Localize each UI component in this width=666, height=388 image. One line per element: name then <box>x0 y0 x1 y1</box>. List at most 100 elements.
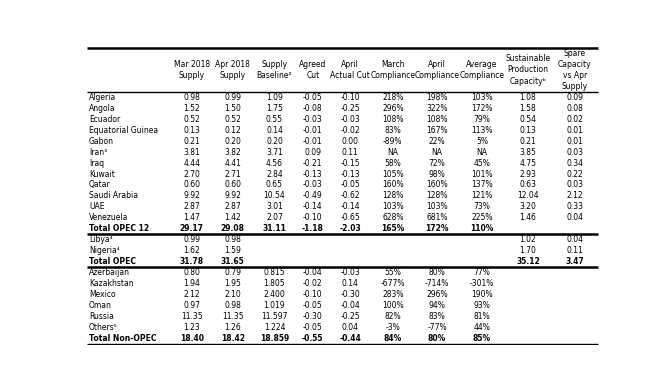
Text: -301%: -301% <box>470 279 494 288</box>
Text: 1.47: 1.47 <box>183 213 200 222</box>
Text: -0.01: -0.01 <box>303 126 322 135</box>
Text: 0.99: 0.99 <box>224 93 241 102</box>
Text: Saudi Arabia: Saudi Arabia <box>89 191 138 201</box>
Text: 0.11: 0.11 <box>566 246 583 255</box>
Text: 93%: 93% <box>474 301 490 310</box>
Text: Iraq: Iraq <box>89 159 104 168</box>
Text: 0.98: 0.98 <box>183 93 200 102</box>
Text: 137%: 137% <box>471 180 493 189</box>
Text: 0.09: 0.09 <box>566 93 583 102</box>
Text: 2.12: 2.12 <box>567 191 583 201</box>
Text: 0.98: 0.98 <box>224 301 241 310</box>
Text: 31.78: 31.78 <box>180 257 204 266</box>
Text: 1.95: 1.95 <box>224 279 241 288</box>
Text: 190%: 190% <box>471 290 493 299</box>
Text: Total OPEC 12: Total OPEC 12 <box>89 224 149 233</box>
Text: 0.20: 0.20 <box>266 137 283 146</box>
Text: -0.44: -0.44 <box>340 334 361 343</box>
Text: 0.14: 0.14 <box>266 126 283 135</box>
Text: 1.52: 1.52 <box>183 104 200 113</box>
Text: -89%: -89% <box>383 137 402 146</box>
Text: 0.54: 0.54 <box>519 115 537 124</box>
Text: Gabon: Gabon <box>89 137 114 146</box>
Text: Total OPEC: Total OPEC <box>89 257 136 266</box>
Text: 3.71: 3.71 <box>266 147 283 157</box>
Text: -0.08: -0.08 <box>303 104 322 113</box>
Text: 81%: 81% <box>474 312 490 321</box>
Text: 128%: 128% <box>426 191 448 201</box>
Text: NA: NA <box>476 147 488 157</box>
Text: 101%: 101% <box>472 170 493 178</box>
Text: 0.02: 0.02 <box>566 115 583 124</box>
Text: Venezuela: Venezuela <box>89 213 129 222</box>
Text: 0.22: 0.22 <box>566 170 583 178</box>
Text: Russia: Russia <box>89 312 114 321</box>
Text: 83%: 83% <box>384 126 401 135</box>
Text: 0.52: 0.52 <box>183 115 200 124</box>
Text: 80%: 80% <box>428 334 446 343</box>
Text: 0.01: 0.01 <box>566 126 583 135</box>
Text: 9.92: 9.92 <box>224 191 241 201</box>
Text: 0.55: 0.55 <box>266 115 283 124</box>
Text: Mar 2018
Supply: Mar 2018 Supply <box>174 60 210 80</box>
Text: Nigeria⁴: Nigeria⁴ <box>89 246 120 255</box>
Text: 2.400: 2.400 <box>264 290 285 299</box>
Text: 3.47: 3.47 <box>565 257 584 266</box>
Text: 103%: 103% <box>426 203 448 211</box>
Text: 0.13: 0.13 <box>519 126 536 135</box>
Text: 2.07: 2.07 <box>266 213 283 222</box>
Text: March
Compliance: March Compliance <box>370 60 416 80</box>
Text: Others⁵: Others⁵ <box>89 323 118 332</box>
Text: 0.33: 0.33 <box>566 203 583 211</box>
Text: 0.09: 0.09 <box>304 147 321 157</box>
Text: Azerbaijan: Azerbaijan <box>89 268 130 277</box>
Text: 108%: 108% <box>382 115 404 124</box>
Text: -0.10: -0.10 <box>303 213 322 222</box>
Text: 98%: 98% <box>429 170 446 178</box>
Text: 167%: 167% <box>426 126 448 135</box>
Text: 0.13: 0.13 <box>183 126 200 135</box>
Text: 105%: 105% <box>382 170 404 178</box>
Text: 12.04: 12.04 <box>517 191 539 201</box>
Text: 9.92: 9.92 <box>183 191 200 201</box>
Text: -0.30: -0.30 <box>303 312 322 321</box>
Text: 0.21: 0.21 <box>519 137 536 146</box>
Text: -0.01: -0.01 <box>303 137 322 146</box>
Text: 2.12: 2.12 <box>184 290 200 299</box>
Text: -0.10: -0.10 <box>303 290 322 299</box>
Text: 11.35: 11.35 <box>181 312 202 321</box>
Text: Spare
Capacity
vs Apr
Supply: Spare Capacity vs Apr Supply <box>558 49 591 91</box>
Text: -0.21: -0.21 <box>303 159 322 168</box>
Text: 1.94: 1.94 <box>183 279 200 288</box>
Text: Ecuador: Ecuador <box>89 115 120 124</box>
Text: 1.019: 1.019 <box>264 301 285 310</box>
Text: 29.08: 29.08 <box>220 224 244 233</box>
Text: 0.00: 0.00 <box>342 137 359 146</box>
Text: 11.35: 11.35 <box>222 312 244 321</box>
Text: April
Actual Cut: April Actual Cut <box>330 60 370 80</box>
Text: 82%: 82% <box>384 312 401 321</box>
Text: 110%: 110% <box>470 224 494 233</box>
Text: -0.55: -0.55 <box>302 334 324 343</box>
Text: 0.815: 0.815 <box>264 268 285 277</box>
Text: 0.01: 0.01 <box>566 137 583 146</box>
Text: NA: NA <box>432 147 443 157</box>
Text: April
Compliance: April Compliance <box>415 60 460 80</box>
Text: 84%: 84% <box>384 334 402 343</box>
Text: Iran³: Iran³ <box>89 147 107 157</box>
Text: 3.82: 3.82 <box>224 147 241 157</box>
Text: 681%: 681% <box>426 213 448 222</box>
Text: 1.75: 1.75 <box>266 104 283 113</box>
Text: 1.26: 1.26 <box>224 323 241 332</box>
Text: -1.18: -1.18 <box>302 224 324 233</box>
Text: Equatorial Guinea: Equatorial Guinea <box>89 126 158 135</box>
Text: Kuwait: Kuwait <box>89 170 115 178</box>
Text: 103%: 103% <box>382 203 404 211</box>
Text: 283%: 283% <box>382 290 404 299</box>
Text: Libya⁴: Libya⁴ <box>89 235 113 244</box>
Text: 1.805: 1.805 <box>264 279 285 288</box>
Text: -0.13: -0.13 <box>303 170 322 178</box>
Text: 31.65: 31.65 <box>221 257 244 266</box>
Text: 4.75: 4.75 <box>519 159 537 168</box>
Text: 1.46: 1.46 <box>519 213 536 222</box>
